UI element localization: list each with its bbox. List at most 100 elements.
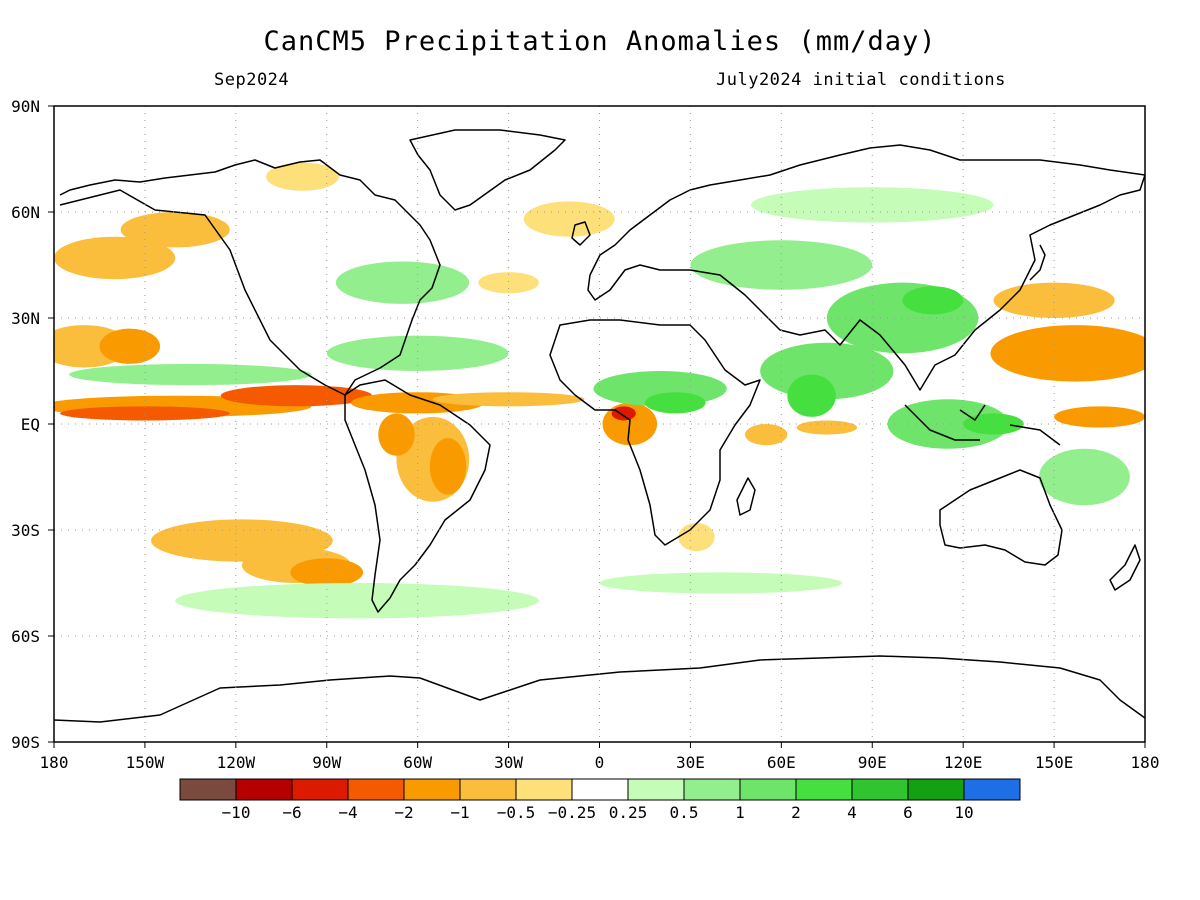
- colorbar-labels: −10 −6 −4 −2 −1 −0.5 −0.25 0.25 0.5 1 2 4 6 10: [222, 803, 974, 822]
- anomaly-region: [990, 325, 1145, 382]
- map-title: CanCM5 Precipitation Anomalies (mm/day): [263, 26, 937, 57]
- anomaly-region: [266, 162, 339, 191]
- colorbar-label: 4: [847, 803, 857, 822]
- anomaly-region: [69, 363, 312, 386]
- anomaly-region: [963, 413, 1024, 435]
- coastline-indonesia: [904, 404, 1061, 446]
- longitude-labels: 180 150W 120W 90W 60W 30W 0 30E 60E 90E 120E 150E 18…: [40, 753, 1160, 772]
- colorbar-swatch: [963, 778, 1021, 801]
- anomaly-region: [99, 328, 161, 364]
- coastline-eurasia: [587, 144, 1145, 391]
- colorbar-swatch: [179, 778, 237, 801]
- coastline-madagascar: [736, 477, 756, 516]
- colorbar-swatch: [515, 778, 573, 801]
- colorbar-label: 0.25: [609, 803, 648, 822]
- anomaly-region: [54, 236, 176, 280]
- coastline-british-isles: [571, 221, 591, 246]
- colorbar-swatch: [571, 778, 629, 801]
- lon-label: 120E: [944, 753, 983, 772]
- anomaly-region: [1038, 448, 1130, 506]
- colorbar-label: 6: [903, 803, 913, 822]
- anomaly-region: [678, 522, 715, 552]
- anomaly-fields: [54, 162, 1145, 619]
- colorbar-swatch: [795, 778, 853, 801]
- anomaly-region: [175, 583, 539, 619]
- lat-label: 60N: [11, 203, 40, 222]
- coastline-new-zealand: [1109, 544, 1141, 591]
- graticule: [54, 106, 1145, 742]
- coastline-greenland: [409, 129, 566, 211]
- colorbar-swatch: [291, 778, 349, 801]
- anomaly-region: [1054, 406, 1145, 428]
- colorbar-label: −0.25: [548, 803, 596, 822]
- coastline-africa: [549, 319, 761, 546]
- lon-label: 0: [595, 753, 605, 772]
- lat-label: 30S: [11, 521, 40, 540]
- colorbar-swatch: [235, 778, 293, 801]
- lon-label: 60E: [767, 753, 796, 772]
- lon-label: 180: [1131, 753, 1160, 772]
- colorbar-label: −10: [222, 803, 251, 822]
- colorbar-swatch: [627, 778, 685, 801]
- colorbar: [179, 778, 1021, 801]
- anomaly-region: [432, 392, 585, 407]
- axis-ticks: [48, 105, 1146, 748]
- anomaly-region: [787, 374, 836, 417]
- anomaly-region: [611, 406, 636, 421]
- colorbar-label: −2: [394, 803, 413, 822]
- anomaly-region: [429, 438, 467, 495]
- init-conditions-label: July2024 initial conditions: [716, 70, 1006, 90]
- anomaly-region: [326, 335, 509, 372]
- colorbar-swatch: [459, 778, 517, 801]
- lon-label: 30W: [494, 753, 523, 772]
- coastline-australia: [939, 469, 1063, 566]
- coastline-japan: [1029, 244, 1046, 281]
- colorbar-label: 1: [735, 803, 745, 822]
- anomaly-region: [690, 240, 873, 290]
- anomaly-region: [644, 392, 706, 414]
- coastlines: [54, 129, 1145, 723]
- anomaly-region: [335, 261, 470, 304]
- colorbar-label: 0.5: [670, 803, 699, 822]
- colorbar-label: 2: [791, 803, 801, 822]
- coastline-north-america: [59, 159, 441, 396]
- lat-label: EQ: [21, 415, 40, 434]
- lon-label: 150E: [1035, 753, 1074, 772]
- anomaly-region: [60, 406, 230, 421]
- valid-month-label: Sep2024: [214, 70, 290, 90]
- lon-label: 60W: [403, 753, 432, 772]
- lon-label: 120W: [217, 753, 256, 772]
- lat-label: 90N: [11, 97, 40, 116]
- colorbar-swatch: [683, 778, 741, 801]
- anomaly-region: [120, 212, 230, 248]
- anomaly-region: [744, 424, 788, 446]
- lon-label: 90W: [312, 753, 341, 772]
- lon-label: 90E: [858, 753, 887, 772]
- colorbar-swatch: [907, 778, 965, 801]
- anomaly-region: [599, 572, 842, 594]
- colorbar-swatch: [403, 778, 461, 801]
- colorbar-label: −6: [282, 803, 301, 822]
- anomaly-region: [378, 413, 415, 456]
- coastline-antarctica: [54, 655, 1145, 723]
- lat-label: 30N: [11, 309, 40, 328]
- anomaly-region: [523, 201, 615, 237]
- latitude-labels: 90N 60N 30N EQ 30S 60S 90S: [11, 97, 40, 752]
- colorbar-label: −1: [450, 803, 469, 822]
- colorbar-swatch: [739, 778, 797, 801]
- anomaly-region: [993, 282, 1115, 319]
- colorbar-swatch: [347, 778, 405, 801]
- lat-label: 60S: [11, 627, 40, 646]
- lat-label: 90S: [11, 733, 40, 752]
- anomaly-region: [887, 399, 1009, 449]
- anomaly-region: [902, 286, 964, 315]
- lon-label: 30E: [676, 753, 705, 772]
- lon-label: 180: [40, 753, 69, 772]
- anomaly-region: [796, 420, 858, 435]
- anomaly-region: [478, 272, 539, 294]
- coastline-south-america: [344, 379, 491, 613]
- colorbar-swatch: [851, 778, 909, 801]
- colorbar-label: −4: [338, 803, 357, 822]
- colorbar-label: −0.5: [497, 803, 536, 822]
